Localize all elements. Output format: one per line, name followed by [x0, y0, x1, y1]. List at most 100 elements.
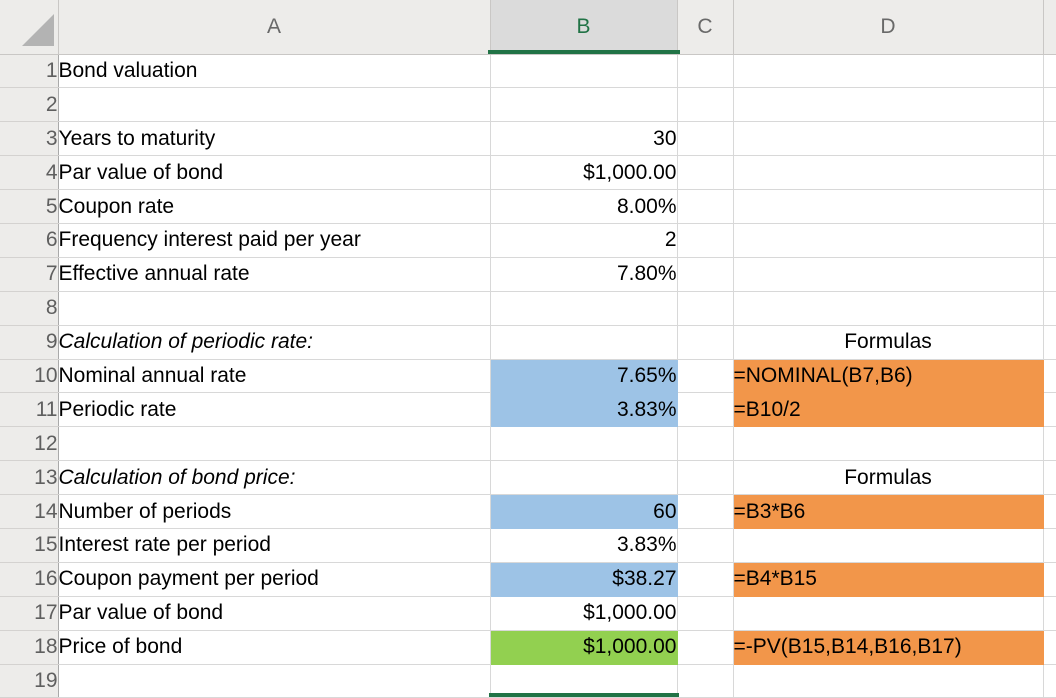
cell-C18[interactable] [676, 629, 734, 665]
cell-E11[interactable] [1042, 392, 1056, 428]
cell-A17[interactable]: Par value of bond [57, 595, 491, 631]
select-all-corner[interactable] [0, 0, 59, 55]
cell-A16[interactable]: Coupon payment per period [57, 561, 491, 597]
cell-C16[interactable] [676, 561, 734, 597]
row-header-11[interactable]: 11 [0, 392, 59, 428]
cell-B11[interactable]: 3.83% [489, 392, 678, 428]
cell-C4[interactable] [676, 155, 734, 191]
cell-D11[interactable]: =B10/2 [732, 392, 1044, 428]
cell-E14[interactable] [1042, 494, 1056, 529]
cell-B15[interactable]: 3.83% [489, 527, 678, 563]
cell-B19[interactable] [489, 663, 678, 698]
row-header-13[interactable]: 13 [0, 460, 59, 496]
cell-A3[interactable]: Years to maturity [57, 121, 491, 157]
cell-A1[interactable]: Bond valuation [57, 53, 491, 89]
cell-D15[interactable] [732, 527, 1044, 563]
cell-B17[interactable]: $1,000.00 [489, 595, 678, 631]
cell-D18[interactable]: =-PV(B15,B14,B16,B17) [732, 629, 1044, 665]
cell-D19[interactable] [732, 663, 1044, 698]
cell-B13[interactable] [489, 460, 678, 496]
column-header-b[interactable]: B [489, 0, 678, 55]
cell-B8[interactable] [489, 290, 678, 326]
cell-B10[interactable]: 7.65% [489, 358, 678, 394]
cell-A19[interactable] [57, 663, 491, 698]
cell-A4[interactable]: Par value of bond [57, 155, 491, 191]
cell-E18[interactable] [1042, 629, 1056, 665]
cell-B6[interactable]: 2 [489, 222, 678, 258]
cell-D16[interactable]: =B4*B15 [732, 561, 1044, 597]
cell-A13[interactable]: Calculation of bond price: [57, 460, 491, 496]
cell-D7[interactable] [732, 256, 1044, 292]
cell-E2[interactable] [1042, 87, 1056, 123]
cell-A7[interactable]: Effective annual rate [57, 256, 491, 292]
cell-C10[interactable] [676, 358, 734, 394]
cell-A15[interactable]: Interest rate per period [57, 527, 491, 563]
cell-D6[interactable] [732, 222, 1044, 258]
cell-D2[interactable] [732, 87, 1044, 123]
cell-C5[interactable] [676, 189, 734, 224]
cell-C2[interactable] [676, 87, 734, 123]
cell-E1[interactable] [1042, 53, 1056, 89]
row-header-16[interactable]: 16 [0, 562, 59, 597]
row-header-4[interactable]: 4 [0, 155, 59, 191]
cell-E6[interactable] [1042, 222, 1056, 258]
row-header-14[interactable]: 14 [0, 494, 59, 529]
cell-C19[interactable] [676, 663, 734, 698]
cell-C12[interactable] [676, 426, 734, 462]
cell-E8[interactable] [1042, 290, 1056, 326]
cell-D4[interactable] [732, 155, 1044, 191]
cell-D5[interactable] [732, 189, 1044, 224]
row-header-12[interactable]: 12 [0, 426, 59, 462]
cell-D14[interactable]: =B3*B6 [732, 494, 1044, 529]
column-header-d[interactable]: D [732, 0, 1044, 55]
cell-E10[interactable] [1042, 358, 1056, 394]
cell-C7[interactable] [676, 256, 734, 292]
cell-E13[interactable] [1042, 460, 1056, 496]
cell-A14[interactable]: Number of periods [57, 494, 491, 529]
cell-E3[interactable] [1042, 121, 1056, 157]
cell-A12[interactable] [57, 426, 491, 462]
cell-B1[interactable] [489, 53, 678, 89]
cell-C17[interactable] [676, 595, 734, 631]
row-header-2[interactable]: 2 [0, 87, 59, 123]
row-header-6[interactable]: 6 [0, 223, 59, 258]
row-header-18[interactable]: 18 [0, 630, 59, 665]
cell-E17[interactable] [1042, 595, 1056, 631]
cell-D9[interactable]: Formulas [732, 324, 1044, 360]
cell-C9[interactable] [676, 324, 734, 360]
cell-E16[interactable] [1042, 561, 1056, 597]
cell-C8[interactable] [676, 290, 734, 326]
cell-B12[interactable] [489, 426, 678, 462]
cell-C3[interactable] [676, 121, 734, 157]
cell-C11[interactable] [676, 392, 734, 428]
cell-B4[interactable]: $1,000.00 [489, 155, 678, 191]
cell-D10[interactable]: =NOMINAL(B7,B6) [732, 358, 1044, 394]
cell-E9[interactable] [1042, 324, 1056, 360]
cell-A11[interactable]: Periodic rate [57, 392, 491, 428]
column-header-c[interactable]: C [676, 0, 734, 55]
cell-B3[interactable]: 30 [489, 121, 678, 157]
row-header-3[interactable]: 3 [0, 121, 59, 157]
cell-B9[interactable] [489, 324, 678, 360]
cell-B16[interactable]: $38.27 [489, 561, 678, 597]
cell-C13[interactable] [676, 460, 734, 496]
cell-A6[interactable]: Frequency interest paid per year [57, 222, 491, 258]
cell-B14[interactable]: 60 [489, 494, 678, 529]
row-header-7[interactable]: 7 [0, 257, 59, 292]
cell-E5[interactable] [1042, 189, 1056, 224]
cell-A9[interactable]: Calculation of periodic rate: [57, 324, 491, 360]
row-header-10[interactable]: 10 [0, 359, 59, 394]
cell-D12[interactable] [732, 426, 1044, 462]
row-header-8[interactable]: 8 [0, 291, 59, 326]
cell-E12[interactable] [1042, 426, 1056, 462]
cell-E19[interactable] [1042, 663, 1056, 698]
cell-A5[interactable]: Coupon rate [57, 189, 491, 224]
row-header-9[interactable]: 9 [0, 325, 59, 360]
cell-E7[interactable] [1042, 256, 1056, 292]
cell-C15[interactable] [676, 527, 734, 563]
cell-E4[interactable] [1042, 155, 1056, 191]
cell-A18[interactable]: Price of bond [57, 629, 491, 665]
cell-E15[interactable] [1042, 527, 1056, 563]
cell-C6[interactable] [676, 222, 734, 258]
cell-B7[interactable]: 7.80% [489, 256, 678, 292]
